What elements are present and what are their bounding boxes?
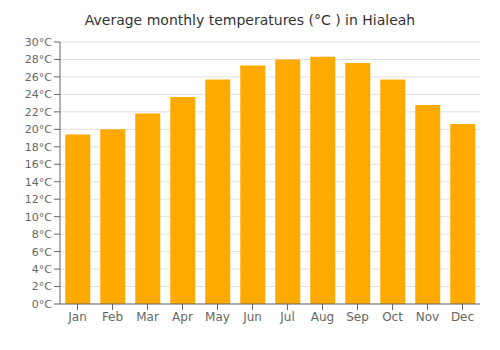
svg-text:28°C: 28°C: [25, 53, 52, 66]
svg-text:Sep: Sep: [346, 310, 369, 324]
svg-text:Apr: Apr: [172, 310, 193, 324]
svg-text:22°C: 22°C: [25, 106, 52, 119]
svg-text:Jul: Jul: [279, 310, 294, 324]
svg-text:Jun: Jun: [242, 310, 262, 324]
svg-text:4°C: 4°C: [32, 263, 52, 276]
svg-text:Feb: Feb: [102, 310, 123, 324]
svg-text:Oct: Oct: [382, 310, 403, 324]
svg-text:Dec: Dec: [451, 310, 474, 324]
svg-text:0°C: 0°C: [32, 298, 52, 311]
svg-text:Mar: Mar: [136, 310, 159, 324]
svg-text:24°C: 24°C: [25, 88, 52, 101]
svg-text:2°C: 2°C: [32, 280, 52, 293]
svg-text:14°C: 14°C: [25, 176, 52, 189]
svg-text:Nov: Nov: [416, 310, 439, 324]
svg-text:16°C: 16°C: [25, 158, 52, 171]
svg-text:6°C: 6°C: [32, 246, 52, 259]
svg-text:26°C: 26°C: [25, 71, 52, 84]
svg-text:30°C: 30°C: [25, 36, 52, 49]
svg-text:Jan: Jan: [67, 310, 87, 324]
html-text:Average monthly temperatures (: Average monthly temperatures (°C ) in Hi…: [84, 12, 416, 28]
svg-text:10°C: 10°C: [25, 211, 52, 224]
svg-text:20°C: 20°C: [25, 123, 52, 136]
svg-text:8°C: 8°C: [32, 228, 52, 241]
svg-text:May: May: [205, 310, 230, 324]
svg-text:Aug: Aug: [311, 310, 334, 324]
svg-text:12°C: 12°C: [25, 193, 52, 206]
svg-text:18°C: 18°C: [25, 141, 52, 154]
